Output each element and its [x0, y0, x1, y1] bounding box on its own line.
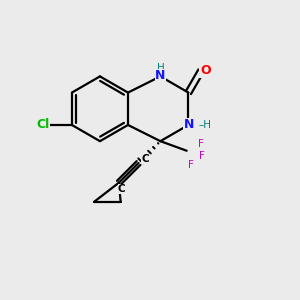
Text: O: O	[200, 64, 211, 77]
Text: N: N	[184, 118, 194, 131]
Text: F: F	[199, 151, 205, 161]
Text: F: F	[198, 139, 204, 149]
Text: –H: –H	[198, 120, 211, 130]
Text: Cl: Cl	[36, 118, 50, 131]
Text: C: C	[118, 184, 126, 194]
Text: N: N	[155, 69, 166, 82]
Text: F: F	[188, 160, 194, 170]
Text: H: H	[157, 63, 164, 73]
Text: C: C	[141, 154, 149, 164]
